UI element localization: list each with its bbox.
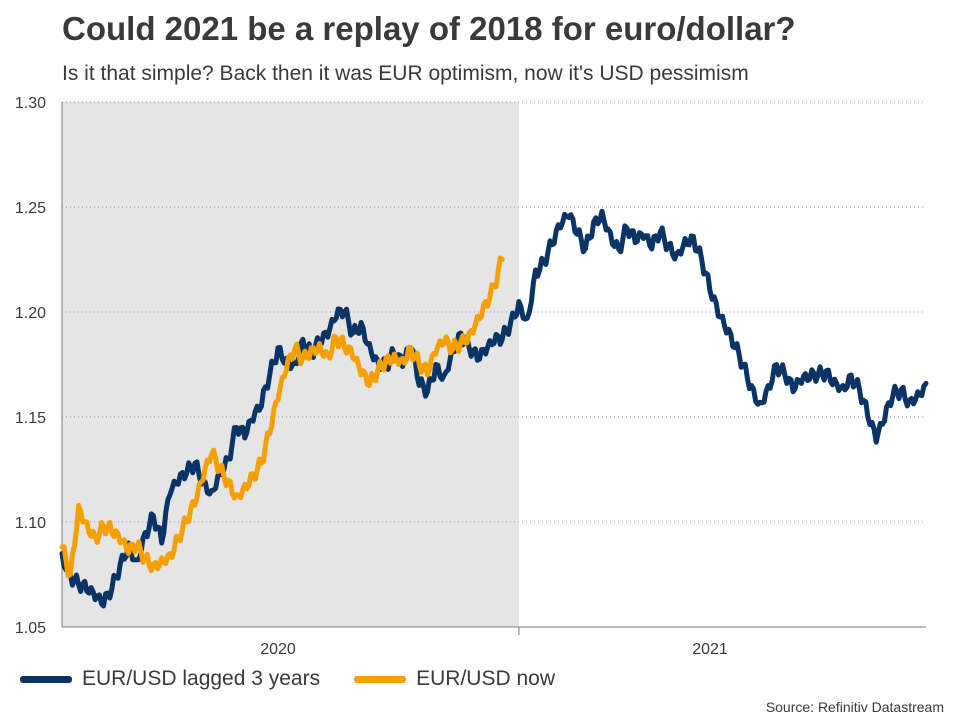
- legend-label-lagged: EUR/USD lagged 3 years: [82, 667, 321, 690]
- series-line-now: [59, 255, 505, 579]
- y-tick-label: 1.25: [15, 200, 46, 217]
- legend-swatch-now: [354, 675, 407, 683]
- chart-title: Could 2021 be a replay of 2018 for euro/…: [62, 10, 796, 47]
- legend: EUR/USD lagged 3 years EUR/USD now: [20, 667, 589, 691]
- y-tick-label: 1.20: [15, 305, 46, 322]
- y-tick-label: 1.05: [15, 620, 46, 637]
- legend-item-lagged: EUR/USD lagged 3 years: [20, 667, 320, 691]
- source-note: Source: Refinitiv Datastream: [765, 699, 944, 715]
- legend-label-now: EUR/USD now: [416, 667, 555, 690]
- series-line-lagged: [59, 208, 929, 609]
- y-tick-label: 1.15: [15, 410, 46, 427]
- legend-swatch-lagged: [20, 675, 72, 683]
- x-tick-label: 2020: [260, 641, 296, 658]
- y-tick-label: 1.10: [15, 515, 46, 532]
- legend-item-now: EUR/USD now: [354, 667, 555, 691]
- x-tick-label: 2021: [692, 641, 728, 658]
- chart-subtitle: Is it that simple? Back then it was EUR …: [62, 62, 749, 85]
- y-tick-label: 1.30: [15, 95, 46, 112]
